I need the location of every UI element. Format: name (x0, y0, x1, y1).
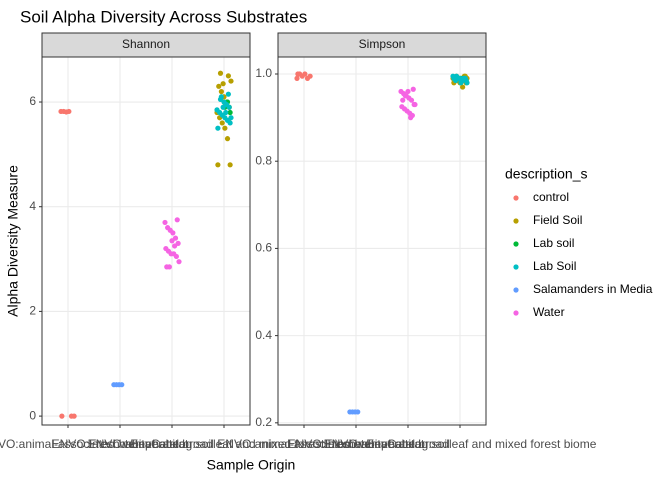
legend-label: Lab soil (533, 236, 574, 250)
legend-swatch (513, 287, 519, 293)
point (218, 88, 224, 95)
point (464, 80, 470, 86)
panel-border (41, 56, 251, 426)
point (173, 253, 179, 260)
panel (278, 57, 486, 425)
legend-label: control (533, 190, 569, 204)
legend-label: Lab Soil (533, 259, 576, 273)
point (225, 91, 231, 97)
x-tick-label: ENVO:animal-associated habitat (217, 437, 391, 451)
point (294, 75, 300, 81)
y-axis-label: Alpha Diversity Measure (5, 165, 21, 317)
point (217, 96, 224, 103)
y-tick-label: 0 (29, 408, 36, 422)
legend-label: Salamanders in Media (533, 282, 653, 296)
point (408, 115, 414, 121)
point (225, 73, 231, 79)
y-tick-label: 6 (29, 94, 36, 108)
y-tick-label: 0.8 (255, 153, 272, 167)
legend-swatch (513, 310, 519, 316)
y-tick-label: 0.2 (255, 415, 272, 429)
point (217, 70, 224, 76)
x-tick-label: ENVO:Freshwater habitat (52, 437, 189, 451)
point (461, 75, 467, 81)
point (169, 238, 175, 244)
point (215, 125, 221, 131)
x-tick-label: ENVO:temperate broadleaf and mixed fores… (324, 437, 597, 451)
x-tick-label: ENVO:Freshwater habitat (288, 437, 425, 451)
point (228, 78, 234, 84)
point (215, 162, 221, 168)
point (410, 86, 416, 92)
point (176, 259, 182, 265)
legend-swatch (513, 264, 519, 270)
legend-label: Water (533, 305, 565, 319)
point (295, 71, 301, 77)
point (220, 81, 226, 87)
point (222, 125, 228, 131)
x-tick-label: EnvCatalog:soil (130, 437, 213, 451)
y-tick-label: 0.6 (255, 241, 272, 255)
y-tick-label: 4 (29, 199, 36, 213)
strip (277, 32, 487, 58)
point (119, 382, 125, 388)
point (162, 219, 168, 226)
point (174, 217, 180, 223)
point (59, 413, 65, 419)
point (227, 109, 233, 116)
legend-swatch (513, 195, 519, 201)
point (460, 84, 466, 90)
point (228, 115, 234, 121)
point (226, 104, 232, 110)
panel (42, 57, 250, 425)
x-tick-label: ENVO:animal-associated habitat (0, 437, 155, 451)
x-tick-label: EnvCatalog:soil (366, 437, 449, 451)
legend-swatch (513, 241, 519, 247)
legend-swatch (513, 218, 519, 224)
point (216, 83, 222, 89)
point (170, 230, 176, 236)
point (307, 73, 313, 79)
strip-label: Simpson (359, 37, 406, 51)
chart-title: Soil Alpha Diversity Across Substrates (20, 7, 307, 26)
point (224, 136, 231, 142)
point (412, 101, 418, 108)
point (71, 413, 77, 419)
point (400, 97, 406, 103)
point (402, 93, 408, 99)
point (223, 109, 229, 116)
point (166, 264, 172, 270)
strip (41, 32, 251, 58)
point (355, 409, 361, 415)
point (227, 120, 233, 126)
y-tick-label: 2 (29, 304, 36, 318)
y-tick-label: 0.4 (255, 328, 272, 342)
point (302, 71, 308, 77)
point (227, 162, 233, 168)
point (66, 108, 72, 115)
legend-label: Field Soil (533, 213, 582, 227)
strip-label: Shannon (122, 37, 170, 51)
point (220, 104, 226, 110)
x-tick-label: ENVO:temperate broadleaf and mixed fores… (88, 437, 361, 451)
point (405, 88, 411, 95)
point (172, 243, 178, 249)
x-axis-label: Sample Origin (207, 457, 296, 473)
legend-title: description_s (505, 166, 588, 182)
panel-border (277, 56, 487, 426)
point (408, 97, 415, 103)
point (219, 120, 225, 126)
y-tick-label: 1.0 (255, 66, 272, 80)
